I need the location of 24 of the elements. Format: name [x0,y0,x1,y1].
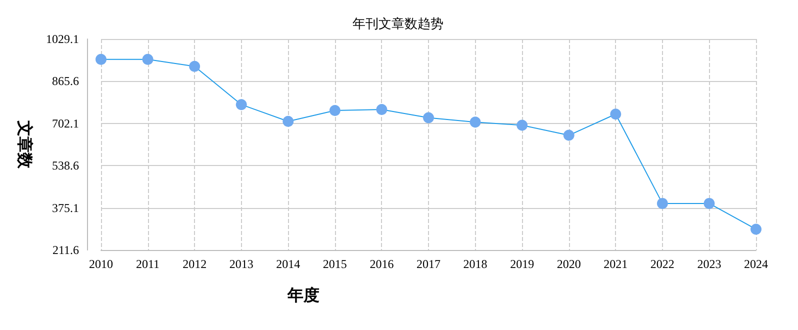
x-tick-label: 2018 [463,257,488,271]
x-tick-label: 2012 [182,257,207,271]
y-tick-label: 538.6 [52,158,79,173]
x-tick-label: 2015 [322,257,347,271]
x-tick-label: 2011 [136,257,160,271]
y-tick-label: 702.1 [52,116,79,130]
x-tick-label: 2013 [229,257,254,271]
y-axis-title: 文章数 [16,120,34,170]
x-tick-label: 2014 [276,257,300,271]
x-tick-label: 2019 [510,257,534,271]
x-tick-label: 2020 [556,257,581,271]
y-tick-label: 1029.1 [46,32,79,46]
x-tick-label: 2024 [744,257,768,271]
x-tick-label: 2021 [604,257,628,271]
y-tick-label: 211.6 [52,243,79,257]
x-tick-label: 2010 [89,257,113,271]
y-tick-label: 375.1 [52,200,79,215]
x-tick-label: 2022 [650,257,674,271]
x-axis-title: 年度 [286,286,320,304]
y-tick-label: 865.6 [52,74,79,88]
x-tick-label: 2023 [697,257,722,271]
x-tick-label: 2016 [370,257,394,271]
x-tick-label: 2017 [416,257,440,271]
chart-title: 年刊文章数趋势 [352,16,444,31]
